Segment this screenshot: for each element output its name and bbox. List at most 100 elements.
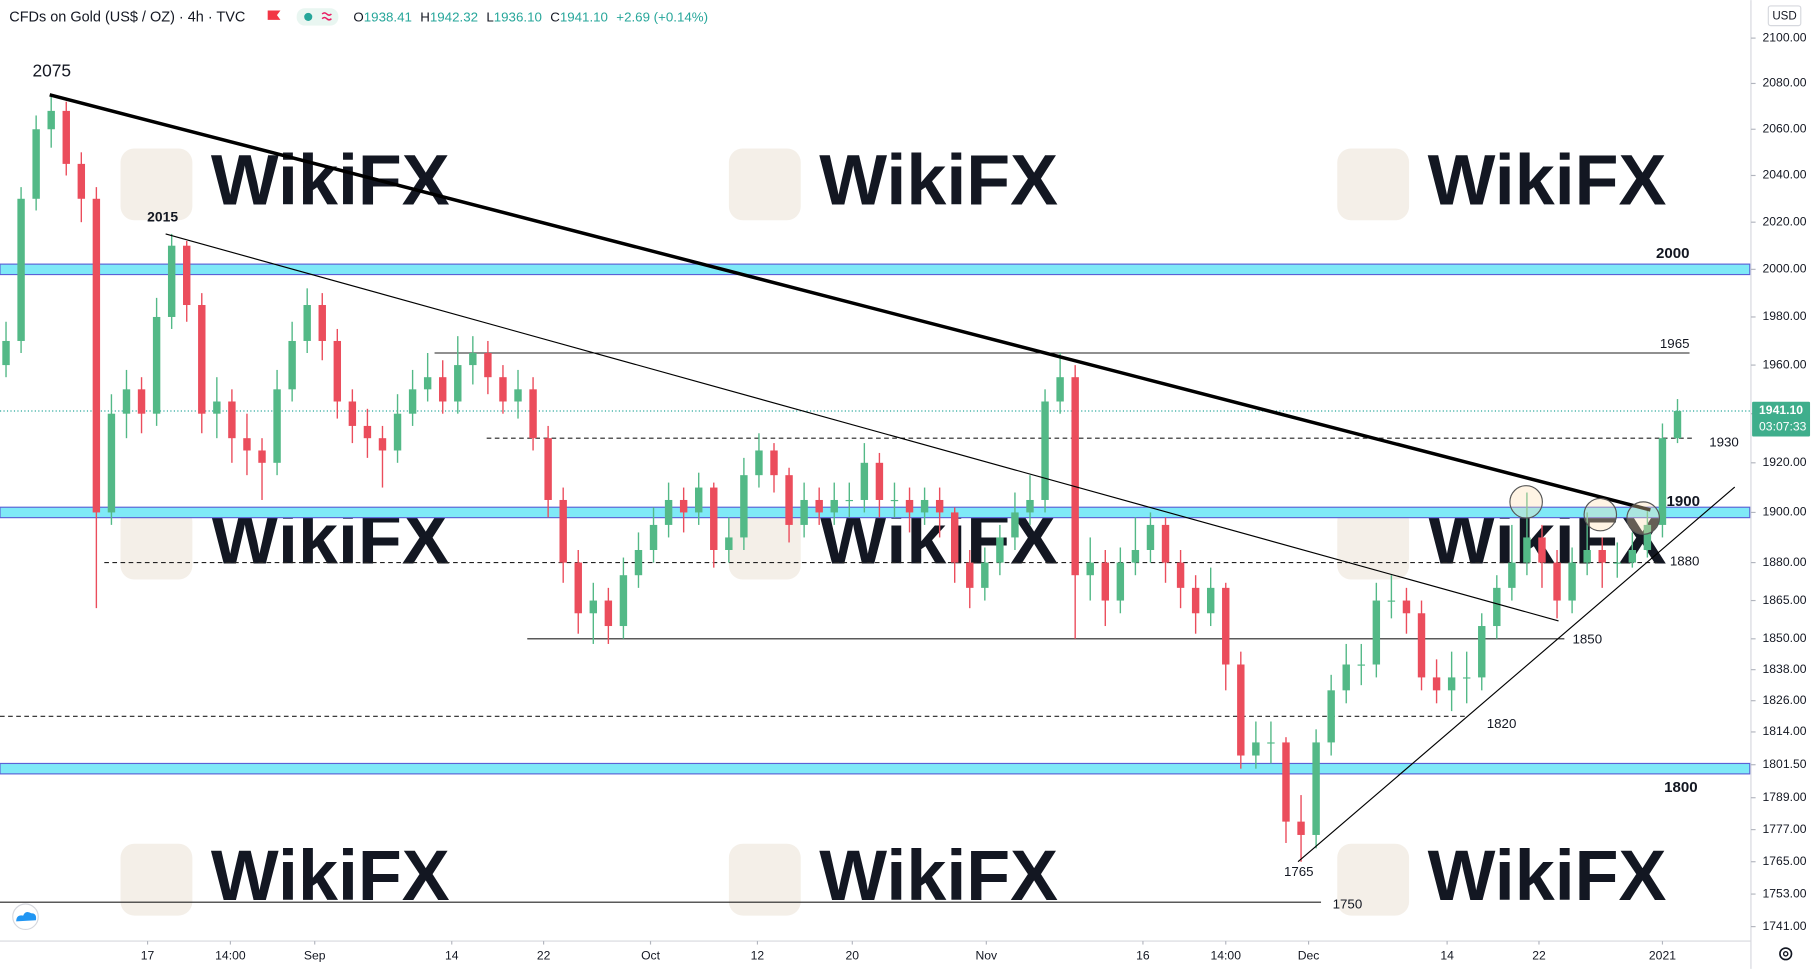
candle-body (228, 401, 236, 439)
candle-body (484, 353, 492, 378)
candle-body (1222, 587, 1230, 665)
candle-body (499, 377, 507, 402)
candle-body (303, 305, 311, 341)
gear-hub (1782, 951, 1789, 957)
candle-body (333, 340, 342, 402)
candle-body (1086, 562, 1094, 576)
level-label: 1800 (1664, 779, 1697, 796)
candle-body (845, 499, 854, 502)
trendline (165, 233, 1559, 622)
indicator-toggle[interactable] (296, 8, 339, 26)
candle-body (1161, 524, 1170, 563)
candle-body (725, 537, 733, 550)
x-tick-label: 17 (141, 948, 155, 962)
y-tick-label: 1789.00 (1763, 790, 1807, 804)
ohlc: O1938.41 H1942.32 L1936.10 C1941.10 +2.6… (353, 9, 708, 24)
candle-body (875, 462, 884, 500)
candle-body (273, 389, 281, 463)
x-tick-label: 16 (1136, 948, 1150, 962)
candle-body (152, 316, 161, 414)
currency-box[interactable] (1767, 5, 1802, 27)
time-axis: 17 14:00 Sep 14 22 Oct 12 20 Nov 16 14:00 Dec 14 22 20… (141, 941, 1676, 962)
x-tick-label: Nov (976, 948, 999, 962)
watermark-icon (120, 843, 193, 916)
quote-value: 1941.10 (560, 9, 608, 24)
candle-body (1041, 401, 1049, 500)
candle-body (1538, 537, 1546, 563)
candle-body (17, 198, 25, 341)
x-tick-label: 14 (445, 948, 459, 962)
y-tick-label: 1980.00 (1763, 309, 1807, 323)
level-band (0, 263, 1751, 276)
candle-body (785, 475, 793, 525)
highlight-circle (1583, 497, 1618, 532)
candle-body (1508, 562, 1516, 588)
candle-body (664, 499, 673, 525)
watermark-icon (1337, 507, 1410, 580)
candle-body (393, 413, 402, 451)
level-label: 1900 (1666, 493, 1699, 510)
settings-icon[interactable] (1779, 947, 1793, 961)
candle-body (2, 340, 10, 366)
candle-body (1282, 742, 1290, 822)
candle-body (1237, 664, 1245, 756)
candle-body (830, 499, 838, 513)
candle-body (589, 600, 598, 614)
candle-body (1297, 821, 1305, 835)
candle-body (167, 245, 176, 317)
y-tick-label: 1900.00 (1763, 505, 1807, 519)
plot-area: 2000 1965 1930 1900 1880 1850 1820 1800 1750 2075… (0, 61, 1751, 912)
highlight-circle (1509, 485, 1543, 519)
candle-body (47, 110, 55, 130)
y-tick-label: 2040.00 (1763, 168, 1807, 182)
level-band (0, 506, 1751, 519)
candle-body (740, 475, 748, 538)
x-tick-label: Sep (304, 948, 326, 962)
candle-body (348, 401, 357, 426)
flag-icon[interactable] (267, 10, 281, 20)
wave-icon (321, 12, 332, 21)
y-tick-label: 1920.00 (1763, 455, 1807, 469)
y-tick-label: 1960.00 (1763, 357, 1807, 371)
candle-body (1056, 377, 1064, 402)
level-label: 1820 (1487, 716, 1517, 731)
candle-body (1628, 549, 1637, 563)
x-tick-label: Oct (641, 948, 661, 962)
candle-body (996, 537, 1004, 563)
level-label: 1930 (1709, 434, 1739, 449)
quote-change: +2.69 (+0.14%) (616, 9, 708, 24)
candle-body (1447, 677, 1456, 691)
watermark: WikiFX (819, 836, 1058, 916)
candle-body (439, 377, 447, 402)
y-tick-label: 1865.00 (1763, 593, 1807, 607)
watermark-icon (728, 148, 801, 221)
candle-body (1553, 562, 1561, 601)
watermark-icon (120, 507, 193, 580)
currency: USD (1772, 10, 1796, 22)
candle-body (408, 389, 417, 414)
candle-body (107, 413, 116, 513)
candle-body (1673, 411, 1682, 439)
candle-body (378, 438, 387, 451)
candle-body (1267, 742, 1275, 744)
candle-body (1568, 562, 1576, 601)
y-tick-label: 1777.00 (1763, 822, 1807, 836)
trendline-label: 2075 (32, 61, 71, 81)
watermark: WikiFX (211, 836, 450, 916)
price-tag-label: 1941.10 (1759, 403, 1803, 417)
candle-body (529, 389, 537, 439)
candle-body (1387, 600, 1396, 602)
candle-body (1342, 664, 1350, 691)
level-label: 1965 (1660, 336, 1690, 351)
candle-body (1478, 626, 1486, 678)
price-tag (1752, 401, 1811, 437)
quote-value: 1942.32 (430, 9, 478, 24)
level-label: 1880 (1670, 554, 1700, 569)
y-tick-label: 2080.00 (1763, 76, 1807, 90)
watermark: WikiFX (819, 141, 1058, 221)
candle-body (1026, 499, 1034, 513)
candle-body (1432, 677, 1441, 691)
candle-body (1417, 613, 1426, 678)
